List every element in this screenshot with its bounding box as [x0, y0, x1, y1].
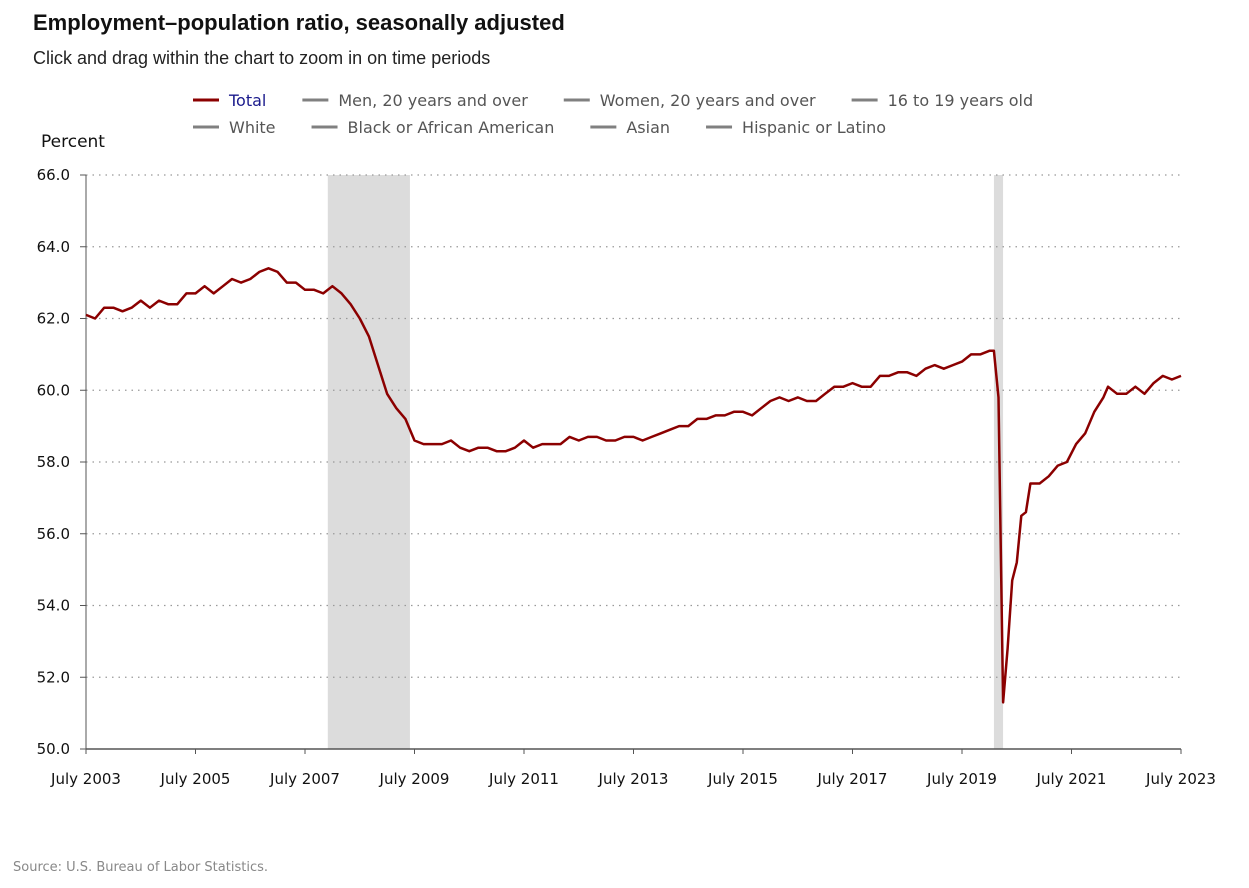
legend-label: White [229, 118, 276, 137]
source-note: Source: U.S. Bureau of Labor Statistics. [13, 860, 268, 875]
y-tick-label: 50.0 [37, 740, 70, 758]
legend-item-asian[interactable]: Asian [590, 118, 670, 137]
series-line-total[interactable] [85, 267, 1182, 704]
legend-label: Black or African American [348, 118, 555, 137]
x-tick-label: July 2015 [707, 770, 778, 788]
chart-subtitle: Click and drag within the chart to zoom … [33, 48, 491, 68]
y-tick-label: 60.0 [37, 381, 70, 399]
legend-item-black-or-african-american[interactable]: Black or African American [311, 118, 555, 137]
legend-label: Hispanic or Latino [742, 118, 886, 137]
legend-label: Men, 20 years and over [338, 91, 528, 110]
y-tick-label: 66.0 [37, 166, 70, 184]
legend-item-total[interactable]: Total [193, 91, 266, 110]
y-tick-label: 64.0 [37, 238, 70, 256]
x-tick-label: July 2007 [269, 770, 340, 788]
legend-label: 16 to 19 years old [888, 91, 1034, 110]
recession-band [327, 175, 410, 749]
y-tick-label: 56.0 [37, 525, 70, 543]
gridlines [86, 174, 1181, 678]
legend-item-16-to-19-years-old[interactable]: 16 to 19 years old [851, 91, 1034, 110]
legend-label: Women, 20 years and over [600, 91, 816, 110]
legend-item-white[interactable]: White [193, 118, 276, 137]
legend-item-hispanic-or-latino[interactable]: Hispanic or Latino [706, 118, 886, 137]
x-tick-labels: July 2003 July 2005 July 2007 July 2009 July… [50, 749, 1216, 788]
legend-label: Asian [626, 118, 670, 137]
y-tick-label: 58.0 [37, 453, 70, 471]
x-tick-label: July 2023 [1145, 770, 1216, 788]
y-tick-label: 52.0 [37, 668, 70, 686]
employment-ratio-chart[interactable]: Total Men, 20 years and over Women, 20 yea… [0, 0, 1249, 850]
legend-item-women-20-years-and-over[interactable]: Women, 20 years and over [563, 91, 816, 110]
x-tick-label: July 2021 [1036, 770, 1107, 788]
y-tick-label: 62.0 [37, 310, 70, 328]
legend-item-men-20-years-and-over[interactable]: Men, 20 years and over [302, 91, 528, 110]
x-tick-label: July 2011 [488, 770, 559, 788]
x-tick-label: July 2017 [817, 770, 888, 788]
y-axis-label: Percent [41, 132, 105, 152]
y-tick-label: 54.0 [37, 597, 70, 615]
y-tick-labels: 50.0 52.0 54.0 56.0 58.0 60.0 62.0 64.0 66.0 [37, 166, 86, 758]
x-tick-label: July 2009 [379, 770, 450, 788]
x-tick-label: July 2019 [926, 770, 997, 788]
legend: Total Men, 20 years and over Women, 20 yea… [193, 91, 1033, 137]
legend-label: Total [228, 91, 266, 110]
chart-title: Employment–population ratio, seasonally … [33, 10, 565, 35]
series-lines [85, 267, 1182, 704]
x-tick-label: July 2005 [160, 770, 231, 788]
x-tick-label: July 2013 [598, 770, 669, 788]
x-tick-label: July 2003 [50, 770, 121, 788]
